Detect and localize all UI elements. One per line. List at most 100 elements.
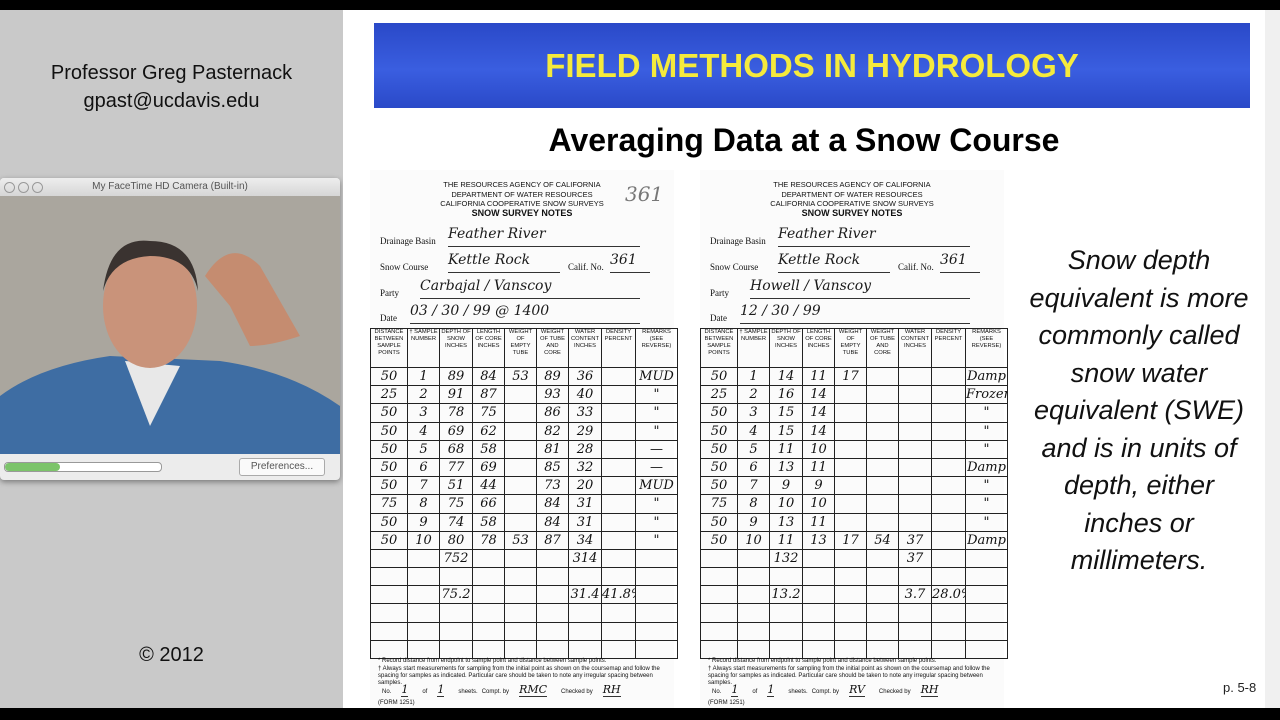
empty-cell [504,403,537,423]
empty-cell [536,585,569,605]
data-table: DISTANCE BETWEEN SAMPLE POINTS † SAMPLE N… [370,328,678,660]
table-cell: 77 [439,457,473,478]
empty-cell [472,639,505,660]
empty-cell [439,567,473,587]
table-row: 50 9 74 58 84 31 " [370,512,678,532]
column-header: DENSITY PERCENT [601,328,636,368]
header-row: DISTANCE BETWEEN SAMPLE POINTS † SAMPLE N… [700,328,1008,368]
table-row: 50 10 80 78 53 87 34 " [370,530,678,550]
empty-cell [737,548,770,569]
field-label: Drainage Basin [380,236,436,246]
table-cell: " [965,476,1008,496]
signature-label: No. [712,689,722,695]
table-cell: 10 [407,530,440,550]
empty-cell [635,621,678,641]
empty-cell [536,621,569,641]
table-row [700,603,1008,623]
table-cell: 34 [568,530,602,550]
empty-cell [635,567,678,587]
empty-cell [898,567,932,587]
table-cell: 11 [769,439,803,459]
table-row [700,621,1008,641]
field-value: Kettle Rock [448,252,560,273]
table-cell: 10 [802,494,835,514]
field-label: Date [710,313,727,323]
empty-cell [504,621,537,641]
empty-cell [504,639,537,660]
camera-window: My FaceTime HD Camera (Built-in) Prefere… [0,178,340,480]
table-cell: " [965,439,1008,459]
minimize-button[interactable] [18,182,29,193]
table-cell: 89 [536,366,569,387]
header-row: DISTANCE BETWEEN SAMPLE POINTS † SAMPLE N… [370,328,678,368]
table-cell: 13.2 [769,585,803,605]
empty-cell [965,603,1008,623]
table-cell: 50 [370,476,408,496]
table-cell: 3.7 [898,585,932,605]
empty-cell [504,585,537,605]
empty-cell [898,385,932,405]
table-cell: 53 [504,530,537,550]
empty-cell [504,567,537,587]
table-row: 50 6 77 69 85 32 — [370,457,678,478]
empty-cell [834,585,867,605]
zoom-button[interactable] [32,182,43,193]
empty-cell [931,476,966,496]
table-cell: " [965,403,1008,423]
table-cell: 9 [769,476,803,496]
table-row: 50 4 69 62 82 29 " [370,421,678,441]
empty-cell [737,603,770,623]
empty-cell [866,512,899,532]
empty-cell [834,476,867,496]
table-cell: 78 [472,530,505,550]
empty-cell [536,603,569,623]
field-label: Drainage Basin [710,236,766,246]
table-cell: MUD [635,366,678,387]
table-cell: " [965,512,1008,532]
empty-cell [407,585,440,605]
empty-cell [737,621,770,641]
empty-cell [898,639,932,660]
table-cell: 3 [737,403,770,423]
field-value: Feather River [448,226,640,247]
empty-cell [834,603,867,623]
close-button[interactable] [4,182,15,193]
empty-cell [370,603,408,623]
field-label: Calif. No. [898,262,934,272]
handwritten-entry: 1 [731,683,739,697]
empty-cell [866,403,899,423]
empty-cell [898,476,932,496]
table-cell: Damp [965,457,1008,478]
table-cell: 62 [472,421,505,441]
table-cell: 11 [769,530,803,550]
table-cell: 31 [568,512,602,532]
field-label: Snow Course [710,262,759,272]
table-cell: 36 [568,366,602,387]
empty-cell [898,494,932,514]
empty-cell [601,548,636,569]
empty-cell [601,366,636,387]
empty-cell [931,530,966,550]
empty-cell [866,457,899,478]
empty-cell [635,548,678,569]
handwritten-entry: RH [602,683,621,697]
table-cell: 17 [834,530,867,550]
empty-cell [769,567,803,587]
empty-cell [439,621,473,641]
empty-cell [700,585,738,605]
presenter-email: gpast@ucdavis.edu [83,90,260,112]
survey-form: THE RESOURCES AGENCY OF CALIFORNIA DEPART… [700,170,1008,708]
table-cell: 50 [370,530,408,550]
preferences-button[interactable]: Preferences... [239,458,325,476]
empty-cell [965,585,1008,605]
column-header: WATER CONTENT INCHES [568,328,602,368]
empty-cell [407,639,440,660]
agency-line: DEPARTMENT OF WATER RESOURCES [781,189,923,199]
table-cell: 10 [769,494,803,514]
table-cell: 78 [439,403,473,423]
table-cell: " [635,530,678,550]
empty-cell [601,639,636,660]
table-row: 50 7 51 44 73 20 MUD [370,476,678,496]
next-slide-edge [1265,10,1280,708]
table-cell: 50 [700,366,738,387]
